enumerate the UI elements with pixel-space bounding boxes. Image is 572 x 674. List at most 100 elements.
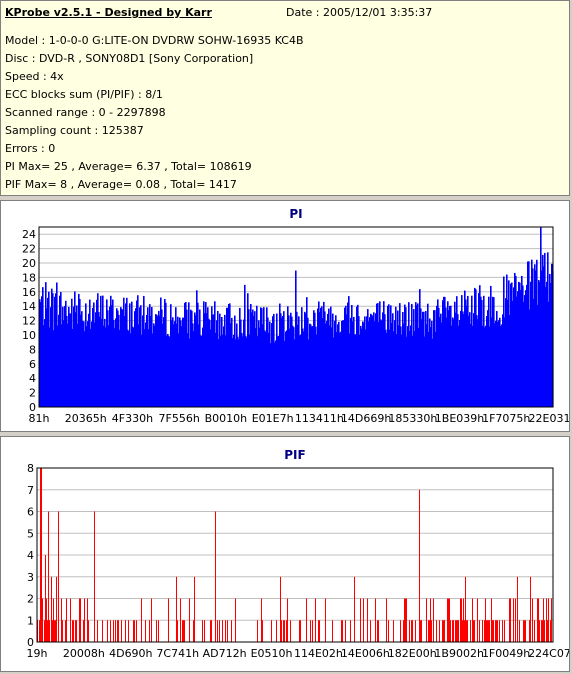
pi-bar — [328, 308, 330, 407]
pi-bar — [116, 308, 118, 407]
pi-bar — [448, 310, 450, 407]
pi-bar — [478, 293, 480, 407]
speed-line: Speed : 4x — [5, 70, 64, 83]
pi-bar — [119, 329, 121, 407]
pi-bar — [181, 326, 183, 407]
pi-bar — [525, 290, 527, 407]
pi-bar — [449, 305, 451, 407]
pi-y-tick-label: 2 — [29, 387, 36, 400]
pi-x-tick-label: E01E7h — [252, 412, 294, 425]
pi-bar — [215, 332, 217, 407]
pi-bar — [274, 342, 276, 407]
pi-bar — [443, 296, 445, 407]
pi-bar — [324, 311, 326, 407]
pi-bar — [462, 311, 464, 407]
pi-bar — [198, 324, 200, 407]
pi-y-tick-label: 24 — [22, 228, 36, 241]
pi-bar — [395, 306, 397, 407]
pi-bar — [311, 326, 313, 407]
pi-bar — [409, 330, 411, 407]
pi-bar — [326, 320, 328, 407]
pi-bar — [252, 309, 254, 407]
pi-bar — [465, 299, 467, 407]
pi-bar — [227, 307, 229, 407]
pi-bar — [93, 302, 95, 407]
pi-bar — [374, 321, 376, 407]
pi-bar — [334, 320, 336, 407]
pi-x-tick-label: 1F7075h — [482, 412, 530, 425]
pi-bar — [287, 306, 289, 407]
pi-x-tick-label: 22E031h — [529, 412, 569, 425]
pi-bar — [148, 329, 150, 407]
pi-bar — [120, 307, 122, 407]
pi-bar — [242, 336, 244, 407]
pi-bar — [402, 312, 404, 407]
pi-x-tick-label: 20365h — [65, 412, 107, 425]
pi-bar — [92, 307, 94, 407]
pi-bar — [91, 321, 93, 407]
pi-bar — [291, 316, 293, 407]
pi-bar — [375, 313, 377, 407]
pi-bar — [411, 303, 413, 407]
pi-bar — [270, 343, 272, 407]
pi-bar — [458, 325, 460, 407]
pi-bar — [384, 314, 386, 407]
pi-bar — [377, 303, 379, 407]
pi-bar — [199, 309, 201, 407]
pi-bar — [228, 303, 230, 407]
pi-bar — [222, 334, 224, 407]
pi-bar — [345, 305, 347, 407]
pi-bar — [522, 285, 524, 407]
pi-bar — [100, 295, 102, 407]
pi-bar — [277, 336, 279, 407]
pi-bar — [315, 326, 317, 407]
pi-bar — [144, 329, 146, 407]
pi-bar — [438, 307, 440, 407]
pi-bar — [538, 279, 540, 407]
pi-bar — [250, 303, 252, 407]
pi-bar — [431, 320, 433, 407]
pi-bar — [391, 322, 393, 407]
pi-bar — [451, 325, 453, 407]
pif-x-tick-label: 224C07h — [528, 647, 569, 660]
pi-bar — [445, 307, 447, 407]
pi-bar — [359, 334, 361, 407]
pi-bar — [241, 332, 243, 407]
pi-bar — [329, 325, 331, 407]
pif-y-tick-label: 7 — [27, 484, 34, 497]
pi-bar — [371, 314, 373, 407]
pi-bar — [398, 325, 400, 407]
pi-bar — [304, 311, 306, 407]
pi-bar — [128, 331, 130, 407]
pi-bar — [235, 339, 237, 407]
pi-bar — [497, 321, 499, 407]
pi-bar — [178, 333, 180, 407]
pif-y-tick-label: 5 — [27, 527, 34, 540]
pi-bar — [322, 318, 324, 407]
pif-x-tick-label: 20008h — [63, 647, 105, 660]
pi-bar — [518, 281, 520, 407]
pi-bar — [420, 308, 422, 407]
pi-bar — [49, 327, 51, 407]
pi-bar — [150, 315, 152, 407]
pi-bar — [436, 305, 438, 407]
pi-bar — [408, 302, 410, 407]
pi-bar — [213, 314, 215, 407]
pi-bar — [182, 317, 184, 407]
pi-bar — [307, 317, 309, 407]
pi-bar — [191, 310, 193, 407]
pi-bar — [535, 270, 537, 407]
pi-bar — [50, 307, 52, 407]
pi-bar — [124, 316, 126, 407]
pi-bar — [356, 306, 358, 407]
pi-bar — [126, 297, 128, 407]
pi-bar — [282, 315, 284, 407]
pi-bar — [127, 329, 129, 407]
pi-bar — [47, 297, 49, 407]
pi-bar — [288, 315, 290, 407]
pi-bar — [139, 307, 141, 407]
pi-bar — [310, 324, 312, 407]
pi-bar — [349, 333, 351, 407]
pi-bar — [201, 335, 203, 407]
pi-bar — [499, 317, 501, 407]
